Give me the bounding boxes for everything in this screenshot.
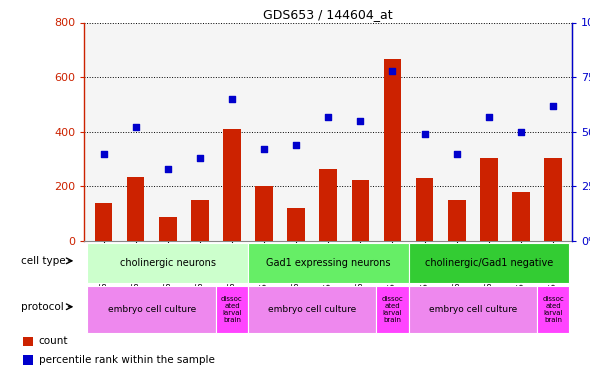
Bar [287, 209, 305, 241]
Bar [376, 286, 408, 333]
Point [516, 129, 526, 135]
Bar [255, 186, 273, 241]
Bar [448, 200, 466, 241]
Point [227, 96, 237, 102]
Bar [248, 286, 376, 333]
Text: cell type: cell type [21, 256, 65, 266]
Text: embryo cell culture: embryo cell culture [268, 305, 356, 314]
Point [484, 114, 494, 120]
Text: embryo cell culture: embryo cell culture [429, 305, 517, 314]
Title: GDS653 / 144604_at: GDS653 / 144604_at [264, 8, 393, 21]
Point [356, 118, 365, 124]
Point [195, 155, 205, 161]
Bar [512, 192, 530, 241]
Bar [23, 355, 33, 365]
Bar [87, 286, 216, 333]
Point [420, 131, 430, 137]
Bar [94, 203, 112, 241]
Bar [23, 336, 33, 346]
Bar [191, 200, 209, 241]
Bar [248, 243, 408, 283]
Bar [416, 178, 434, 241]
Bar [159, 217, 176, 241]
Text: count: count [39, 336, 68, 346]
Point [548, 103, 558, 109]
Point [99, 151, 108, 157]
Bar [352, 180, 369, 241]
Bar [384, 59, 401, 241]
Text: cholinergic neurons: cholinergic neurons [120, 258, 216, 268]
Bar [319, 169, 337, 241]
Point [131, 124, 140, 130]
Bar [127, 177, 145, 241]
Point [388, 68, 397, 74]
Bar [544, 158, 562, 241]
Bar [216, 286, 248, 333]
Point [163, 166, 172, 172]
Point [291, 142, 301, 148]
Bar [87, 243, 248, 283]
Text: cholinergic/Gad1 negative: cholinergic/Gad1 negative [425, 258, 553, 268]
Text: dissoc
ated
larval
brain: dissoc ated larval brain [382, 296, 404, 323]
Point [260, 146, 269, 152]
Text: protocol: protocol [21, 302, 64, 312]
Text: percentile rank within the sample: percentile rank within the sample [39, 355, 215, 365]
Point [323, 114, 333, 120]
Bar [408, 243, 569, 283]
Text: embryo cell culture: embryo cell culture [107, 305, 196, 314]
Bar [408, 286, 537, 333]
Bar [537, 286, 569, 333]
Text: Gad1 expressing neurons: Gad1 expressing neurons [266, 258, 391, 268]
Text: dissoc
ated
larval
brain: dissoc ated larval brain [221, 296, 243, 323]
Bar [480, 158, 497, 241]
Bar [223, 129, 241, 241]
Point [452, 151, 461, 157]
Text: dissoc
ated
larval
brain: dissoc ated larval brain [542, 296, 564, 323]
